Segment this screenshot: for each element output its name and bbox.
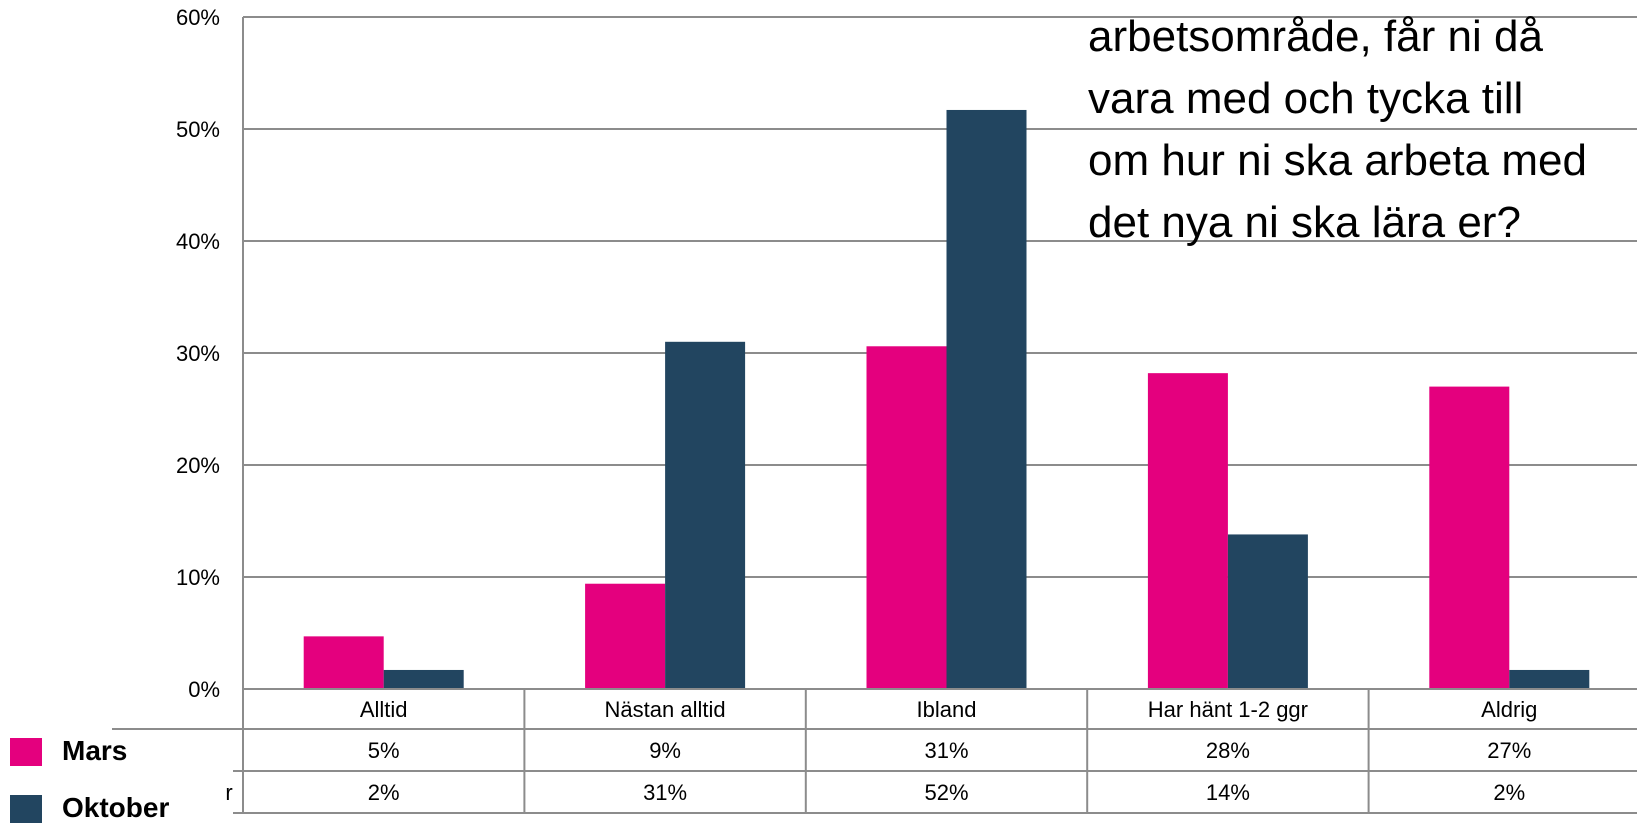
y-tick-label: 20% [176, 453, 220, 478]
category-label: Aldrig [1481, 697, 1537, 722]
table-cell-oktober: 2% [1493, 780, 1525, 805]
table-cell-mars: 28% [1206, 738, 1250, 763]
table-cell-oktober: 31% [643, 780, 687, 805]
legend-swatch-oktober [10, 795, 42, 823]
y-tick-label: 10% [176, 565, 220, 590]
category-label: Alltid [360, 697, 408, 722]
category-label: Ibland [917, 697, 977, 722]
question-line-2: vara med och tycka till [1088, 74, 1524, 123]
y-tick-label: 60% [176, 5, 220, 30]
row-header-fragment: r [225, 780, 232, 805]
question-line-4: det nya ni ska lära er? [1088, 198, 1521, 247]
bar-mars [866, 346, 947, 689]
data-table: Alltid Nästan alltid Ibland Har hänt 1-2 gg… [112, 688, 1637, 814]
bar-oktober [665, 341, 746, 689]
bar-mars [303, 636, 384, 689]
bar-oktober [383, 669, 464, 689]
bar-mars [1429, 386, 1510, 689]
table-cell-oktober: 2% [368, 780, 400, 805]
bar-oktober [1227, 534, 1308, 689]
legend-item-mars: Mars [10, 734, 230, 768]
bar-mars [1147, 373, 1228, 689]
y-tick-label: 0% [188, 677, 220, 702]
bars [303, 109, 1590, 689]
question-line-1: arbetsområde, får ni då [1088, 12, 1543, 61]
table-cell-mars: 31% [924, 738, 968, 763]
bar-oktober [1509, 669, 1590, 689]
bar-oktober [946, 109, 1027, 689]
axes: 0% 10% 20% 30% 40% 50% 60% [176, 5, 244, 702]
legend-label-mars: Mars [62, 735, 128, 766]
question-text: arbetsområde, får ni då vara med och tyc… [1088, 6, 1637, 254]
table-cell-mars: 5% [368, 738, 400, 763]
category-label: Har hänt 1-2 ggr [1148, 697, 1308, 722]
category-label: Nästan alltid [605, 697, 726, 722]
table-cell-mars: 27% [1487, 738, 1531, 763]
question-line-3: om hur ni ska arbeta med [1088, 136, 1587, 185]
legend-label-oktober: Oktober [62, 792, 170, 823]
y-tick-label: 50% [176, 117, 220, 142]
bar-mars [585, 583, 666, 689]
table-cell-oktober: 14% [1206, 780, 1250, 805]
y-tick-label: 30% [176, 341, 220, 366]
legend-swatch-mars [10, 738, 42, 766]
table-cell-mars: 9% [649, 738, 681, 763]
legend-item-oktober: Oktober [10, 791, 230, 825]
table-cell-oktober: 52% [924, 780, 968, 805]
y-tick-label: 40% [176, 229, 220, 254]
